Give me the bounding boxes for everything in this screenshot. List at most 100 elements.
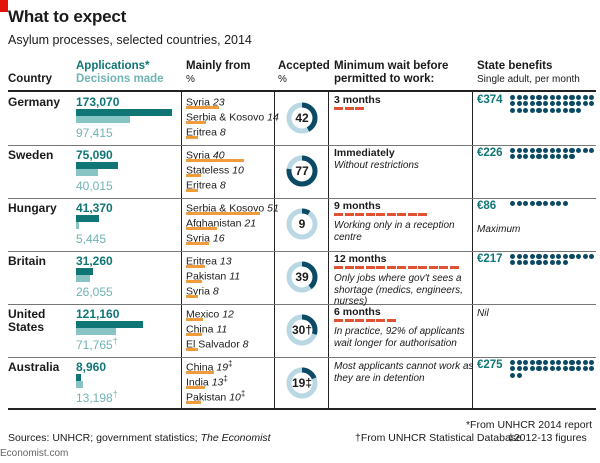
applications-label: 8,960 <box>76 360 107 374</box>
benefit-dot <box>576 366 582 372</box>
accepted-value: 39 <box>295 270 309 284</box>
accepted-donut: 19‡ <box>286 367 318 399</box>
benefit-dot <box>516 360 522 366</box>
benefit-dot <box>549 107 555 113</box>
header-rule <box>8 90 596 92</box>
wait-label: 12 months <box>334 253 387 265</box>
benefit-dot <box>589 148 595 154</box>
benefit-dot <box>536 154 542 160</box>
benefit-dot <box>523 107 529 113</box>
origin-bar <box>186 401 201 404</box>
wait-note: Most applicants cannot work as they are … <box>334 361 474 384</box>
wait-month-segment <box>355 319 364 322</box>
decisions-mark: † <box>112 389 118 399</box>
wait-month-segment <box>386 266 396 269</box>
benefit-dot <box>556 101 562 107</box>
benefit-dot <box>569 107 575 113</box>
benefit-dot <box>556 95 562 101</box>
header-decisions-label: Decisions made <box>76 73 164 85</box>
origin-name: Serbia & Kosovo <box>186 111 265 124</box>
origin-label: Serbia & Kosovo 51 <box>186 200 279 215</box>
benefit-dot <box>536 366 542 372</box>
benefit-dot <box>569 101 575 107</box>
benefit-dot <box>556 366 562 372</box>
benefit-dot <box>556 201 562 207</box>
donut-value-arc <box>286 367 318 399</box>
benefit-dot <box>543 360 549 366</box>
benefit-dot <box>536 254 542 260</box>
benefit-dot <box>543 95 549 101</box>
sources-text: Sources: UNHCR; government statistics; <box>8 432 201 444</box>
origin-bar <box>186 227 217 230</box>
origin-mark: ‡ <box>228 359 233 368</box>
benefit-dot <box>529 201 535 207</box>
benefit-dot <box>569 360 575 366</box>
benefit-dots <box>510 95 598 117</box>
benefit-dot <box>543 101 549 107</box>
header-benefits-unit: Single adult, per month <box>477 74 580 85</box>
benefit-dot <box>510 148 516 154</box>
benefit-dot <box>549 254 555 260</box>
benefit-dot <box>516 201 522 207</box>
benefit-dot <box>529 101 535 107</box>
origin-bar <box>186 121 207 124</box>
applications-bar <box>76 321 144 328</box>
column-separator-benefits <box>472 92 473 408</box>
wait-month-segment <box>344 266 354 269</box>
origin-label: Syria 40 <box>186 147 225 162</box>
benefit-dot <box>549 201 555 207</box>
origin-percent: 8 <box>219 126 226 139</box>
applications-bar <box>76 374 81 381</box>
origin-percent: 19 <box>216 361 229 374</box>
wait-month-segment <box>407 213 417 216</box>
decisions-value: 26,055 <box>76 285 113 299</box>
wait-month-segment <box>439 266 448 269</box>
benefit-dot <box>562 360 568 366</box>
wait-month-segment <box>428 266 438 269</box>
decisions-label: 97,415 <box>76 124 113 140</box>
benefit-dot <box>589 254 595 260</box>
wait-label: 9 months <box>334 200 381 212</box>
header-wait: Minimum wait before permitted to work: <box>334 60 448 86</box>
chart-title: What to expect <box>8 7 127 26</box>
benefit-dot <box>523 95 529 101</box>
benefit-dot <box>543 201 549 207</box>
benefit-dot <box>576 148 582 154</box>
benefit-dot <box>569 254 575 260</box>
benefit-dot <box>523 260 529 266</box>
origin-name: El Salvador <box>186 338 240 351</box>
origin-name: Pakistan <box>186 391 227 404</box>
origin-bar <box>186 174 201 177</box>
applications-label: 75,090 <box>76 148 113 162</box>
origin-name: Eritrea <box>186 179 217 192</box>
origin-percent: 10 <box>229 391 241 404</box>
origin-label: El Salvador 8 <box>186 336 248 351</box>
origin-label: Eritrea 13 <box>186 253 232 268</box>
benefit-dot <box>549 154 555 160</box>
benefit-dot <box>562 148 568 154</box>
applications-label: 41,370 <box>76 201 113 215</box>
benefit-dot <box>529 95 535 101</box>
wait-note: Without restrictions <box>334 160 419 171</box>
wait-note: In practice, 92% of applicants wait long… <box>334 326 465 349</box>
benefit-dot <box>543 254 549 260</box>
accepted-value: 42 <box>295 111 309 125</box>
benefit-dot <box>569 366 575 372</box>
benefit-dot <box>523 154 529 160</box>
column-separator-wait <box>328 92 329 408</box>
applications-bar <box>76 215 99 222</box>
header-country: Country <box>8 73 53 85</box>
wait-month-segment <box>334 107 343 110</box>
benefit-dot <box>510 154 516 160</box>
benefit-dot <box>510 101 516 107</box>
applications-label: 31,260 <box>76 254 113 268</box>
decisions-mark: † <box>112 336 118 346</box>
wait-month-segment <box>376 319 385 322</box>
wait-month-segment <box>376 213 385 216</box>
benefit-dot <box>516 254 522 260</box>
origin-bar <box>186 136 198 139</box>
origin-label: India 13‡ <box>186 374 228 389</box>
benefit-dot <box>582 95 588 101</box>
header-accepted-label: Accepted <box>278 60 330 72</box>
benefit-dot <box>510 95 516 101</box>
